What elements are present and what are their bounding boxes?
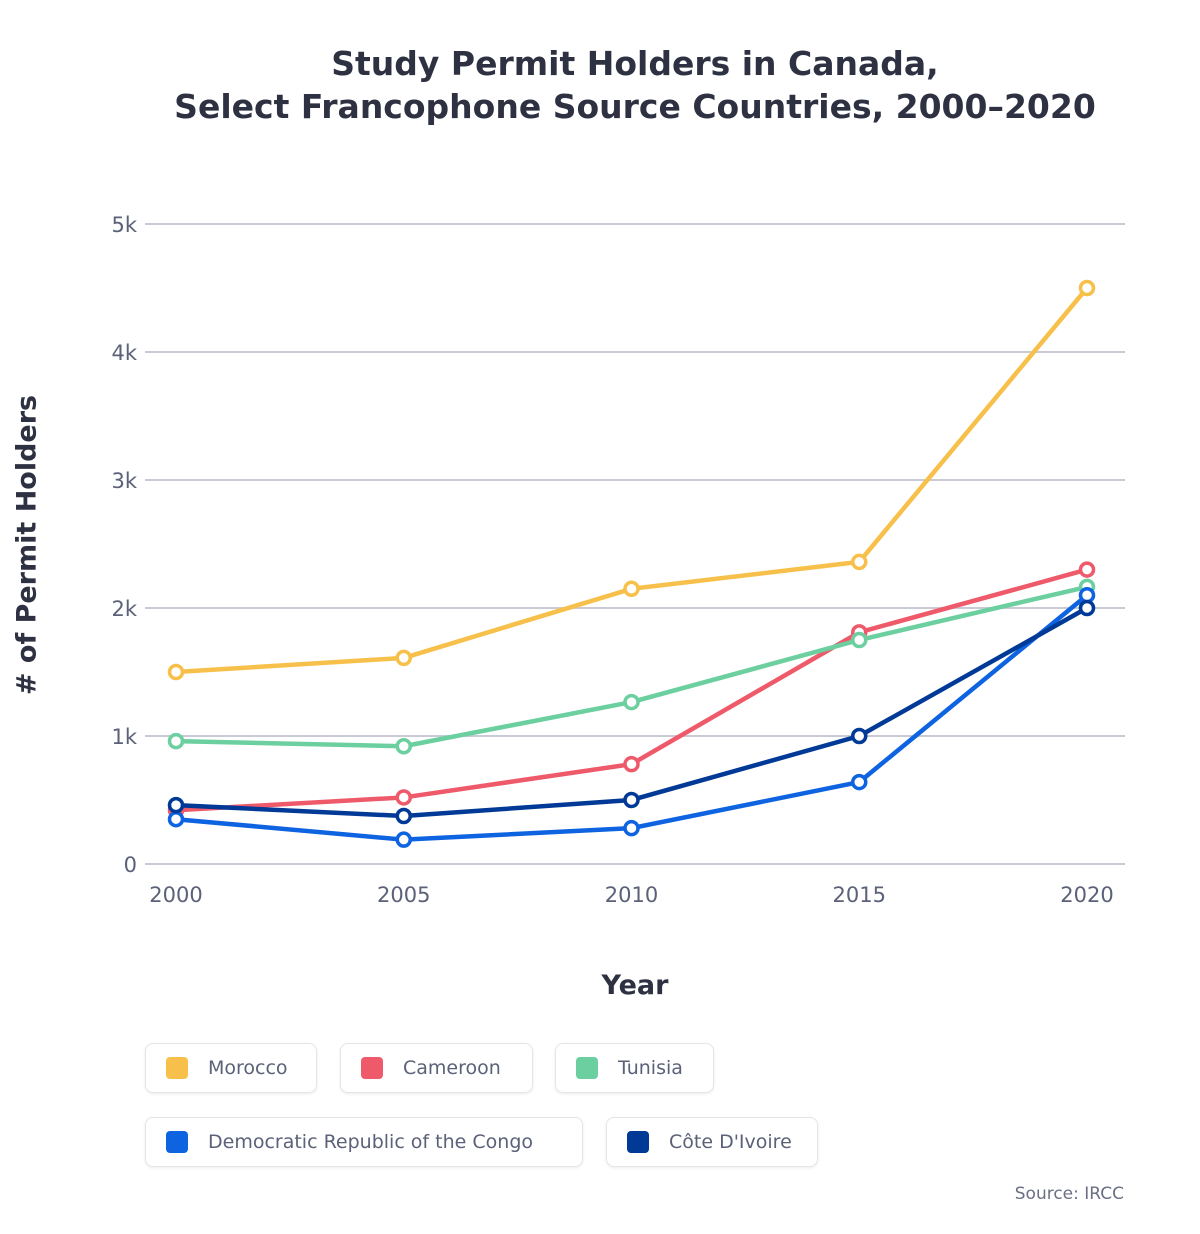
- data-point: [623, 819, 640, 837]
- data-point: [167, 796, 185, 814]
- legend-swatch: [576, 1057, 598, 1079]
- legend-item[interactable]: Morocco: [145, 1043, 317, 1093]
- legend-swatch: [627, 1131, 649, 1153]
- series-line-4: [175, 606, 1089, 819]
- legend-label: Morocco: [208, 1057, 288, 1079]
- x-axis-label: Year: [601, 970, 669, 1001]
- y-tick-label: 5k: [111, 213, 137, 237]
- data-point: [623, 755, 640, 773]
- y-tick-label: 4k: [111, 341, 137, 365]
- plot-area: 0 1k 2k 3k 4k 5k 2000 2005 2010 2015 2020: [111, 213, 1125, 907]
- legend-swatch: [166, 1131, 188, 1153]
- x-tick-label: 2020: [1060, 883, 1113, 907]
- chart-title: Study Permit Holders in Canada, Select Fr…: [0, 42, 1200, 128]
- x-tick-label: 2010: [605, 883, 658, 907]
- data-point: [167, 732, 185, 750]
- title-line-2: Select Francophone Source Countries, 200…: [174, 87, 1096, 126]
- y-tick-label: 2k: [111, 597, 137, 621]
- data-point: [395, 831, 412, 848]
- data-point: [395, 789, 412, 806]
- legend-item[interactable]: Côte D'Ivoire: [606, 1117, 818, 1167]
- data-point: [1078, 561, 1096, 578]
- data-point: [167, 810, 185, 828]
- series-line-1: [175, 567, 1088, 813]
- y-tick-label: 1k: [111, 725, 137, 749]
- data-point: [1078, 599, 1096, 617]
- legend-swatch: [166, 1057, 188, 1079]
- legend-item[interactable]: Democratic Republic of the Congo: [145, 1117, 583, 1167]
- source-note: Source: IRCC: [1014, 1184, 1124, 1204]
- data-point: [623, 693, 640, 711]
- legend-label: Côte D'Ivoire: [669, 1131, 792, 1153]
- series-line-2: [175, 584, 1088, 749]
- legend-swatch: [361, 1057, 383, 1079]
- data-point: [851, 773, 868, 791]
- data-point: [851, 631, 868, 649]
- data-point: [623, 580, 640, 598]
- legend-label: Tunisia: [618, 1057, 683, 1079]
- data-point: [395, 649, 412, 667]
- data-point: [167, 663, 185, 681]
- legend-label: Cameroon: [403, 1057, 501, 1079]
- legend-item[interactable]: Cameroon: [340, 1043, 533, 1093]
- data-point: [851, 727, 868, 745]
- y-tick-label: 3k: [111, 469, 137, 493]
- data-point: [395, 737, 412, 755]
- data-point: [1078, 279, 1096, 297]
- data-point: [395, 807, 412, 825]
- x-tick-label: 2015: [833, 883, 886, 907]
- legend-label: Democratic Republic of the Congo: [208, 1131, 534, 1153]
- y-tick-label: 0: [124, 853, 137, 877]
- legend-item[interactable]: Tunisia: [555, 1043, 714, 1093]
- data-point: [851, 553, 868, 571]
- title-line-1: Study Permit Holders in Canada,: [331, 44, 939, 83]
- x-tick-label: 2005: [377, 883, 430, 907]
- data-point: [623, 791, 640, 809]
- x-tick-label: 2000: [149, 883, 202, 907]
